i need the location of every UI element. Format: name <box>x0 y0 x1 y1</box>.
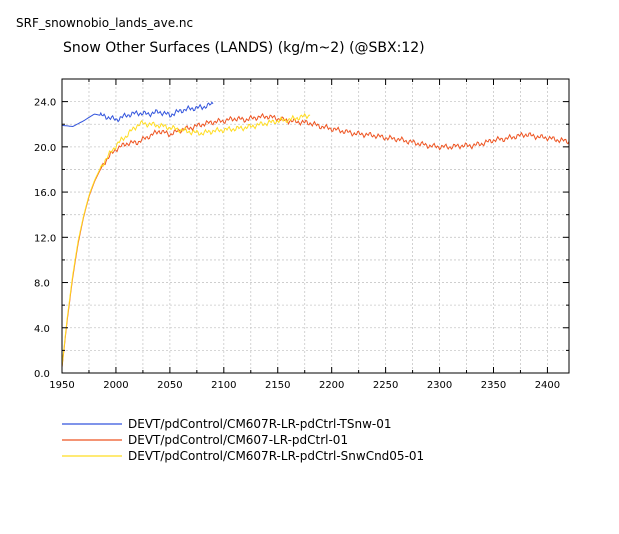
y-tick-label: 16.0 <box>34 188 56 199</box>
series-line-1 <box>61 101 214 128</box>
x-tick-label: 2400 <box>535 380 560 391</box>
y-tick-label: 4.0 <box>34 324 50 335</box>
x-tick-label: 2000 <box>103 380 128 391</box>
file-title: SRF_snownobio_lands_ave.nc <box>16 16 194 30</box>
legend-label: DEVT/pdControl/CM607R-LR-pdCtrl-SnwCnd05… <box>128 449 424 463</box>
chart-title: Snow Other Surfaces (LANDS) (kg/m~2) (@S… <box>63 40 425 56</box>
series-line-3 <box>61 112 311 367</box>
y-tick-label: 24.0 <box>34 98 56 109</box>
y-tick-label: 12.0 <box>34 233 56 244</box>
axis-ticks: 0.0 4.0 8.0 12.0 16.0 20.0 24.0 1950 2000 2050 210… <box>34 79 569 391</box>
x-tick-label: 2350 <box>481 380 506 391</box>
x-tick-label: 2200 <box>319 380 344 391</box>
x-tick-label: 2100 <box>211 380 236 391</box>
x-tick-label: 1950 <box>49 380 74 391</box>
series-line-2 <box>61 112 570 368</box>
legend-label: DEVT/pdControl/CM607-LR-pdCtrl-01 <box>128 433 348 447</box>
plot-frame <box>61 78 570 374</box>
series-lines <box>61 101 570 368</box>
x-tick-label: 2150 <box>265 380 290 391</box>
x-tick-label: 2300 <box>427 380 452 391</box>
y-tick-label: 20.0 <box>34 143 56 154</box>
legend: DEVT/pdControl/CM607R-LR-pdCtrl-TSnw-01 D… <box>62 417 424 463</box>
legend-label: DEVT/pdControl/CM607R-LR-pdCtrl-TSnw-01 <box>128 417 392 431</box>
y-tick-label: 0.0 <box>34 369 50 380</box>
x-tick-label: 2250 <box>373 380 398 391</box>
x-tick-label: 2050 <box>157 380 182 391</box>
y-tick-label: 8.0 <box>34 279 50 290</box>
